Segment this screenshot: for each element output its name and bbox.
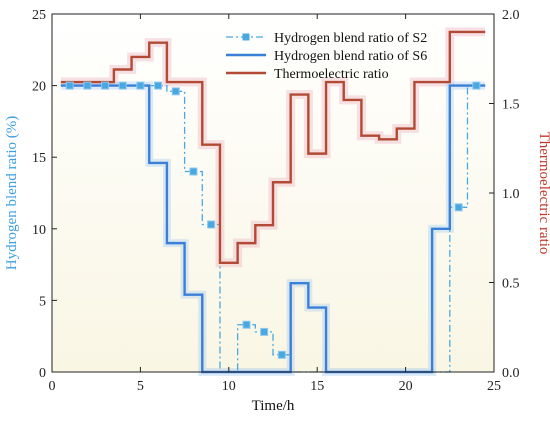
- x-tick-label: 10: [222, 379, 236, 394]
- y-left-tick-label: 15: [32, 151, 46, 166]
- legend-label: Hydrogen blend ratio of S6: [274, 49, 427, 64]
- y-left-tick-label: 20: [32, 80, 46, 95]
- y-left-tick-label: 10: [32, 223, 46, 238]
- y-right-tick-label: 1.0: [502, 187, 520, 202]
- s2-marker: [154, 81, 163, 90]
- y-axis-left-title: Hydrogen blend ratio (%): [4, 116, 20, 271]
- legend-label: Thermoelectric ratio: [274, 67, 389, 82]
- y-right-tick-label: 0.0: [502, 366, 520, 381]
- s2-marker: [242, 320, 251, 329]
- s2-marker: [472, 81, 481, 90]
- s2-marker: [83, 81, 92, 90]
- y-right-tick-label: 0.5: [502, 277, 520, 292]
- s2-marker: [277, 350, 286, 359]
- y-right-tick-label: 1.5: [502, 98, 520, 113]
- x-axis-title: Time/h: [252, 398, 295, 414]
- x-tick-label: 5: [137, 379, 144, 394]
- y-axis-right-title: Thermoelectric ratio: [536, 132, 550, 255]
- s2-marker: [101, 81, 110, 90]
- y-left-tick-label: 5: [39, 294, 46, 309]
- legend: Hydrogen blend ratio of S2 Hydrogen blend…: [226, 31, 427, 82]
- x-tick-label: 20: [399, 379, 413, 394]
- s2-marker: [189, 167, 198, 176]
- y-left-tick-label: 0: [39, 366, 46, 381]
- legend-label: Hydrogen blend ratio of S2: [274, 31, 427, 46]
- x-tick-label: 15: [310, 379, 324, 394]
- y-right-tick-label: 2.0: [502, 8, 520, 23]
- x-tick-label: 25: [487, 379, 501, 394]
- s2-marker: [136, 81, 145, 90]
- y-left-tick-label: 25: [32, 8, 46, 23]
- s2-marker: [454, 203, 463, 212]
- thermo-line: [60, 30, 486, 265]
- s2-marker: [171, 87, 180, 96]
- legend-marker: [242, 33, 250, 41]
- x-tick-label: 0: [49, 379, 56, 394]
- s2-marker: [207, 220, 216, 229]
- s2-marker: [118, 81, 127, 90]
- s2-marker: [260, 327, 269, 336]
- s2-marker: [65, 81, 74, 90]
